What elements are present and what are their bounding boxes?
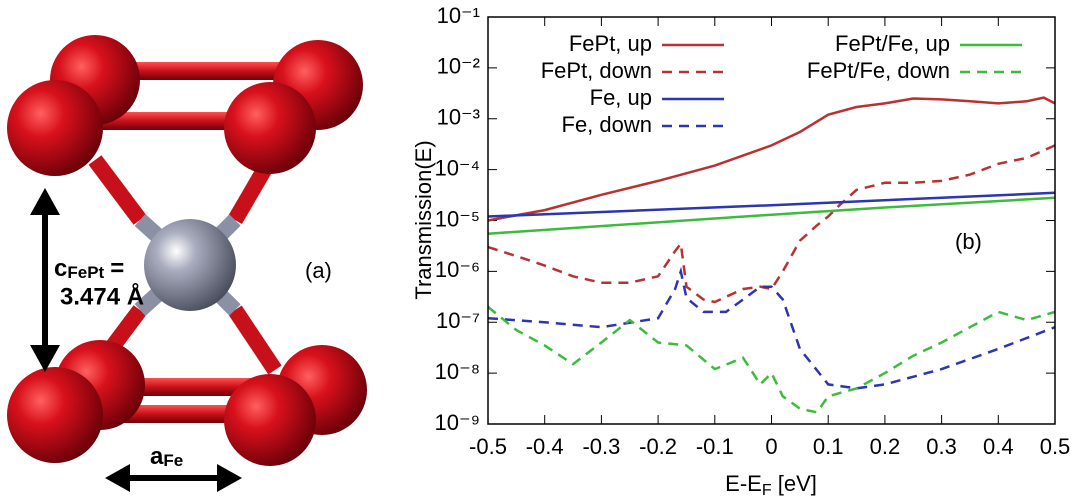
legend-label: FePt, down (541, 58, 652, 83)
x-label-main: E-E (725, 471, 762, 496)
legend-label: Fe, down (562, 112, 653, 137)
x-tick-label: 0.2 (870, 434, 901, 459)
x-tick-label: -0.2 (639, 434, 677, 459)
c-label: cFePt = (54, 255, 124, 282)
y-tick-label: 10⁻⁶ (435, 257, 480, 282)
c-symbol: c (54, 255, 67, 282)
y-tick-label: 10⁻⁸ (435, 359, 480, 384)
c-subscript: FePt (67, 263, 104, 282)
c-equals: = (110, 255, 124, 282)
series-line (488, 145, 1055, 302)
c-value: 3.474 Å (60, 282, 144, 310)
legend-label: Fe, up (590, 85, 652, 110)
x-tick-label: 0.3 (926, 434, 957, 459)
y-tick-label: 10⁻⁷ (436, 308, 480, 333)
y-tick-label: 10⁻³ (437, 105, 480, 130)
y-tick-label: 10⁻⁹ (434, 410, 480, 435)
x-label-unit: [eV] (772, 471, 817, 496)
x-tick-label: -0.4 (526, 434, 564, 459)
x-tick-label: -0.5 (469, 434, 507, 459)
y-tick-label: 10⁻¹ (437, 3, 480, 28)
y-axis-label: Transmission(E) (411, 140, 436, 299)
x-tick-label: 0.5 (1040, 434, 1071, 459)
annotation: (b) (955, 229, 982, 254)
a-label: aFe (150, 443, 183, 470)
y-tick-label: 10⁻⁴ (434, 155, 480, 180)
y-tick-label: 10⁻² (437, 54, 480, 79)
y-tick-label: 10⁻⁵ (435, 206, 480, 231)
legend-label: FePt, up (569, 31, 652, 56)
x-label-sub: F (762, 482, 772, 499)
series-line (488, 271, 1055, 388)
series-line (488, 307, 1055, 412)
x-tick-label: 0.4 (983, 434, 1014, 459)
legend-label: FePt/Fe, down (807, 58, 950, 83)
panel-label: (a) (305, 258, 332, 283)
x-axis-label: E-EF [eV] (725, 471, 817, 499)
x-tick-label: 0.1 (813, 434, 844, 459)
legend-label: FePt/Fe, up (835, 31, 950, 56)
figure: cFePt = 3.474 Å aFe (a) (b) Transmission(… (0, 0, 1083, 502)
x-tick-label: 0 (765, 434, 777, 459)
x-tick-label: -0.1 (696, 434, 734, 459)
structure: cFePt = 3.474 Å aFe (a) (7, 35, 367, 492)
series-line (488, 193, 1055, 217)
x-tick-label: -0.3 (582, 434, 620, 459)
a-symbol: a (150, 443, 164, 470)
a-subscript: Fe (163, 451, 183, 470)
